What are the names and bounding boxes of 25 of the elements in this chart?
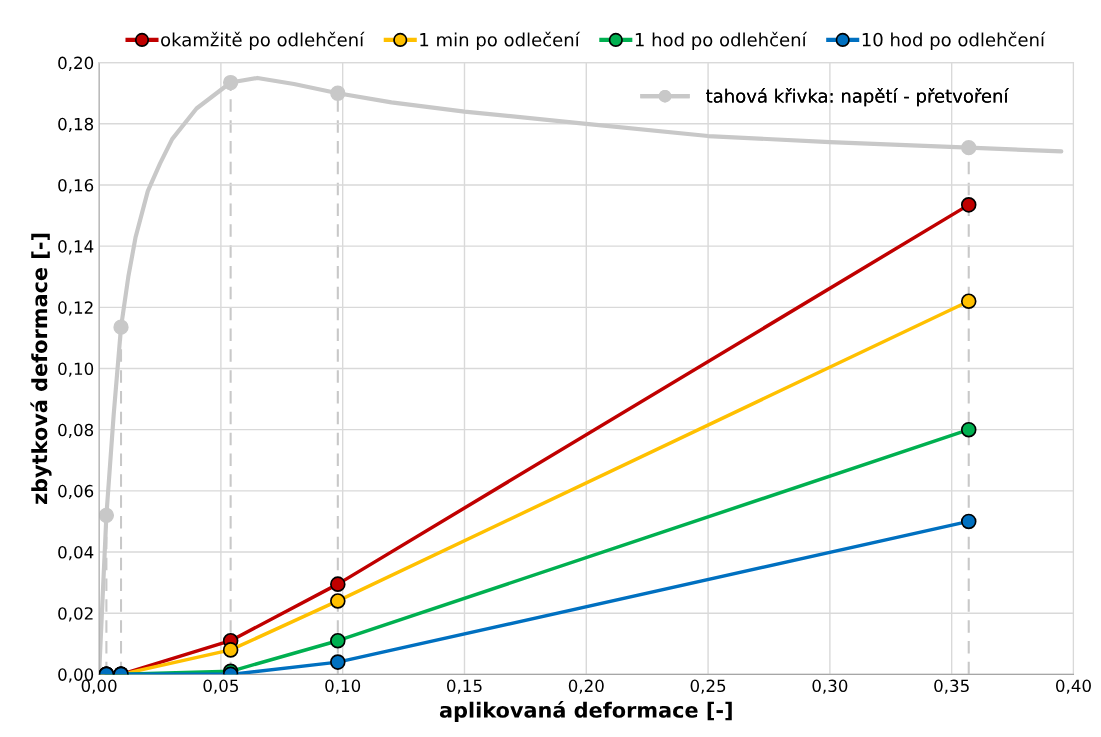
y-tick-label: 0,14 [58,240,94,255]
y-tick-label: 0,12 [58,301,93,316]
x-tick-label: 0,40 [1056,679,1091,694]
y-axis-title: zbytková deformace [-] [30,233,52,505]
x-tick-label: 0,15 [447,679,482,694]
x-tick-label: 0,20 [568,679,604,694]
x-tick-label: 0,35 [934,679,969,694]
legend-label: tahová křivka: napětí - přetvoření [706,88,1009,107]
y-tick-label: 0,08 [58,423,94,438]
legend-label: 1 hod po odlehčení [635,31,808,51]
y-tick-label: 0,18 [58,117,94,133]
x-tick-label: 0,30 [812,679,848,694]
legend-label: 1 min po odlečení [420,31,581,51]
legend-label: okamžitě po odlehčení [161,31,365,51]
y-tick-label: 0,20 [58,56,94,71]
x-tick-label: 0,25 [690,679,726,694]
x-tick-label: 0,10 [325,679,361,694]
x-tick-label: 0,05 [203,679,238,694]
y-tick-label: 0,10 [58,362,94,377]
x-axis-title: aplikovaná deformace [-] [439,700,732,722]
y-tick-label: 0,06 [58,484,94,500]
legend-label: 10 hod po odlehčení [862,31,1046,51]
y-tick-label: 0,02 [58,607,93,622]
y-tick-label: 0,04 [58,545,94,561]
y-tick-label: 0,16 [58,178,94,194]
